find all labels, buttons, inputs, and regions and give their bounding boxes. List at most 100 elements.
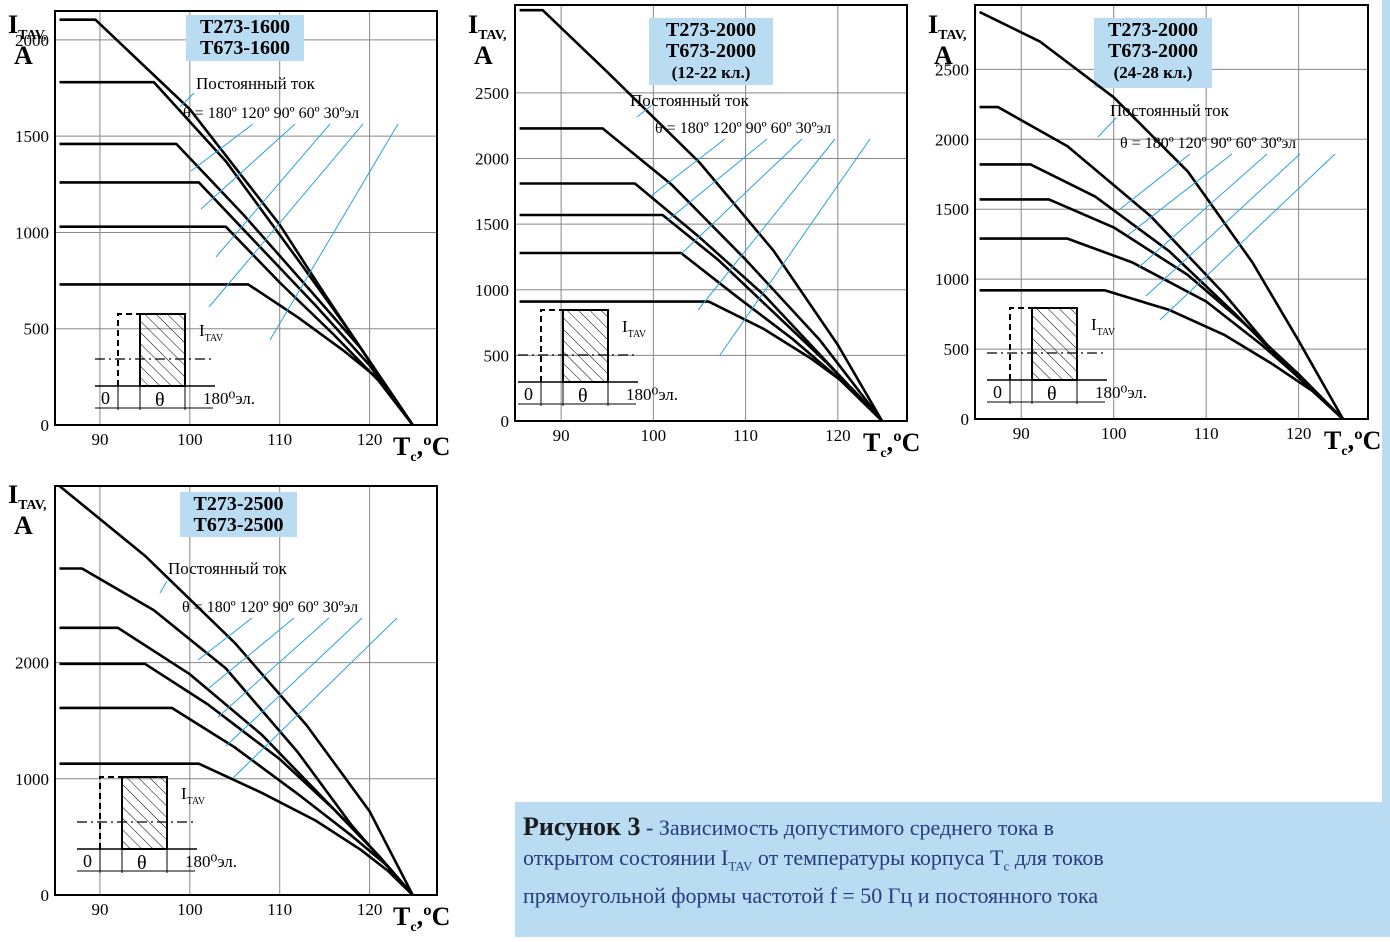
curve-theta-3 [59, 181, 414, 426]
x-tick-label: 120 [357, 430, 383, 449]
curve-theta-4 [979, 237, 1344, 420]
model-tag-line: Т673-1600 [200, 37, 290, 59]
x-tick-label: 100 [641, 426, 667, 445]
inset-itav-label: ITAV [622, 317, 647, 340]
x-axis-label: Tc,ºC [393, 902, 450, 935]
caption-title: Рисунок 3 [523, 812, 641, 841]
inset-zero-label: 0 [524, 384, 533, 404]
inset-pulse-hatched [139, 313, 186, 387]
chart-t273-2000-24-28: 90 100 110 120 0 500 1000 1500 2000 2500 ITAV, A Tc,… [920, 0, 1390, 468]
theta-leader-line [1159, 153, 1336, 321]
y-tick-label: 1000 [935, 270, 969, 289]
curve-theta-2 [59, 142, 414, 426]
theta-leader-line [208, 617, 295, 689]
inset-theta-label: θ [155, 389, 165, 411]
theta-leader-line [680, 138, 803, 255]
theta-leader-line [225, 617, 363, 747]
inset-zero-label: 0 [101, 388, 110, 408]
theta-leader-line [190, 123, 254, 172]
y-tick-label: 2000 [475, 150, 509, 169]
theta-leader-line [1118, 153, 1191, 211]
x-tick-label: 90 [1013, 424, 1030, 443]
curve-theta-3 [979, 198, 1344, 420]
x-axis-label: Tc,ºC [393, 432, 450, 465]
x-tick-label: 90 [553, 426, 570, 445]
chart-t273-2000-12-22: 90 100 110 120 0 500 1000 1500 2000 2500 ITAV, A Tc,… [460, 0, 926, 468]
y-tick-label: 1000 [15, 223, 49, 242]
curve-theta-5 [979, 289, 1344, 420]
y-tick-label: 1000 [475, 281, 509, 300]
model-tag-bg [186, 15, 304, 61]
x-tick-label: 110 [1194, 424, 1219, 443]
x-tick-label: 110 [267, 900, 292, 919]
x-tick-label: 120 [357, 900, 383, 919]
plot-frame [54, 10, 438, 426]
y-axis-unit: A [934, 41, 953, 70]
inset-period-label: 180⁰эл. [203, 389, 255, 408]
y-tick-label: 2000 [935, 130, 969, 149]
theta-leader-line [215, 123, 331, 258]
theta-leader-line [697, 138, 836, 311]
plot-frame [514, 4, 908, 422]
x-tick-label: 120 [825, 426, 851, 445]
curve-dc [519, 8, 884, 422]
y-tick-label: 1500 [475, 215, 509, 234]
y-tick-label: 0 [501, 412, 510, 431]
model-tag-bg [180, 492, 297, 537]
curve-theta-3 [519, 213, 884, 422]
x-tick-label: 110 [733, 426, 758, 445]
model-tag-line: Т673-2000 [1108, 40, 1198, 62]
y-tick-label: 2000 [15, 31, 49, 50]
caption-line-2c: для токов [1009, 845, 1104, 870]
dc-leader-line [179, 92, 195, 108]
model-tag-line: (24-28 кл.) [1114, 63, 1193, 82]
inset-pulse-hatched [1031, 307, 1078, 381]
theta-leader-line [650, 138, 726, 197]
model-tag-line: Т273-2000 [666, 19, 756, 41]
theta-angle-row: θ = 180º 120º 90º 60º 30ºэл [183, 105, 359, 122]
chart-2-svg: 90 100 110 120 0 500 1000 1500 2000 2500 ITAV,A Tc,… [468, 4, 920, 461]
inset-zero-label: 0 [993, 382, 1002, 402]
plot-frame [974, 4, 1369, 420]
inset-dashed-edge [99, 776, 122, 849]
caption-line-2a: открытом состоянии I [523, 845, 729, 870]
theta-leader-line [667, 138, 768, 221]
y-axis-label: ITAV, [928, 10, 967, 43]
inset-pulse-hatched [121, 776, 168, 850]
model-tag-line: Т673-2000 [666, 40, 756, 62]
y-axis-label: ITAV, [8, 480, 47, 513]
inset-pulse-hatched [562, 309, 609, 383]
theta-leader-line [269, 123, 399, 341]
y-tick-label: 2500 [935, 60, 969, 79]
curve-theta-5 [519, 300, 884, 422]
figure-caption: Рисунок 3 - Зависимость допустимого сред… [523, 812, 1383, 911]
theta-leader-line [197, 617, 253, 661]
x-tick-label: 120 [1286, 424, 1312, 443]
y-tick-label: 0 [41, 416, 50, 435]
x-tick-label: 100 [177, 900, 203, 919]
model-tag-bg [1094, 18, 1212, 88]
caption-dash: - [640, 815, 659, 840]
theta-leader-line [1127, 153, 1233, 236]
y-tick-label: 2500 [475, 84, 509, 103]
chart-t273-2500: 90 100 110 120 0 1000 2000 ITAV, A Tc,ºC Т273-2500… [0, 470, 456, 937]
theta-leader-line [208, 123, 364, 308]
caption-line-2-sub2: c [1003, 858, 1010, 874]
x-tick-label: 100 [1101, 424, 1127, 443]
model-tag-line: (12-22 кл.) [672, 63, 751, 82]
right-decor-stripe [1382, 0, 1390, 937]
y-tick-label: 500 [944, 340, 970, 359]
theta-angle-row: θ = 180º 120º 90º 60º 30ºэл [655, 120, 831, 137]
model-tag-line: Т273-1600 [200, 16, 290, 38]
curve-theta-5 [59, 762, 414, 896]
y-axis-unit: A [14, 41, 33, 70]
y-tick-label: 0 [961, 410, 970, 429]
inset-period-label: 180⁰эл. [1095, 383, 1147, 402]
x-axis-label: Tc,ºC [1324, 426, 1381, 459]
x-tick-label: 90 [91, 900, 108, 919]
x-tick-label: 90 [91, 430, 108, 449]
model-tag-line: Т273-2000 [1108, 19, 1198, 41]
model-tag-line: Т273-2500 [194, 493, 284, 515]
dc-label: Постоянный ток [196, 74, 316, 93]
